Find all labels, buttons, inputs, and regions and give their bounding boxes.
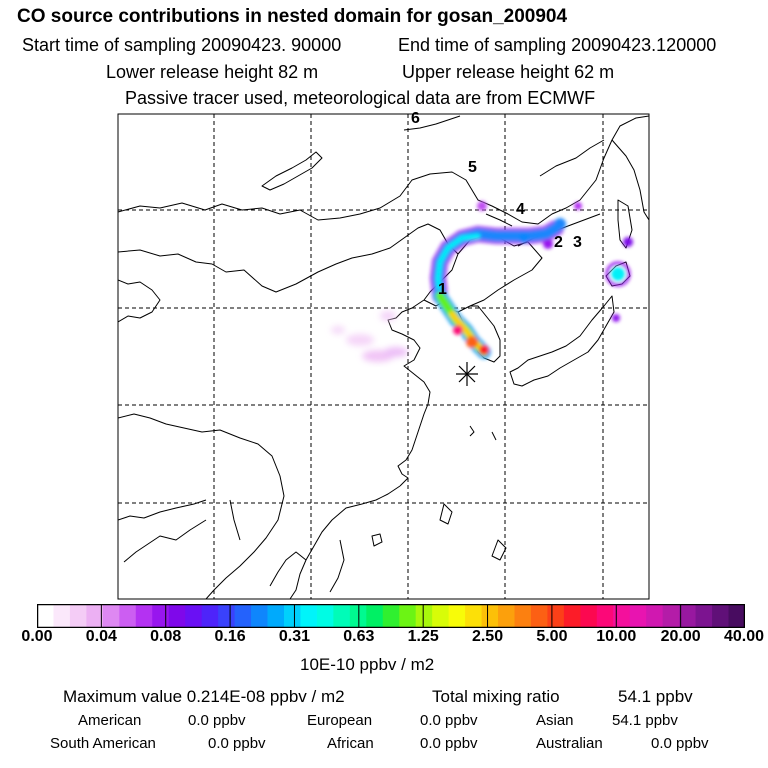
colorbar-tick-label: 0.16	[214, 628, 246, 645]
colorbar-swatch	[366, 604, 384, 628]
colorbar-swatch	[53, 604, 71, 628]
start-time-label: Start time of sampling 20090423. 90000	[22, 35, 342, 55]
colorbar-swatch	[399, 604, 417, 628]
region-australian-value: 0.0 ppbv	[651, 735, 709, 752]
colorbar-swatch	[514, 604, 532, 628]
colorbar-swatch	[267, 604, 285, 628]
colorbar-swatch	[646, 604, 664, 628]
total-mixing-label: Total mixing ratio	[432, 687, 560, 706]
colorbar-swatch	[218, 604, 236, 628]
colorbar-swatch	[481, 604, 499, 628]
colorbar-tick-label: 2.50	[471, 628, 504, 645]
colorbar-swatch	[465, 604, 483, 628]
colorbar-swatch	[185, 604, 203, 628]
max-value-label: Maximum value 0.214E-08 ppbv / m2	[63, 687, 345, 706]
colorbar-swatch	[135, 604, 153, 628]
colorbar-swatch	[563, 604, 581, 628]
colorbar-swatch	[102, 604, 120, 628]
receptor-marker	[456, 362, 478, 386]
region-south-american-value: 0.0 ppbv	[208, 735, 266, 752]
colorbar	[37, 604, 745, 628]
colorbar-swatch	[168, 604, 186, 628]
colorbar-swatch	[283, 604, 302, 628]
total-mixing-value: 54.1 ppbv	[618, 687, 693, 706]
colorbar-swatch	[530, 604, 549, 628]
colorbar-swatch	[580, 604, 598, 628]
colorbar-swatch	[662, 604, 680, 628]
colorbar-unit: 10E-10 ppbv / m2	[300, 655, 435, 674]
colorbar-swatch	[152, 604, 170, 628]
region-african-value: 0.0 ppbv	[420, 735, 478, 752]
colorbar-swatch	[415, 604, 433, 628]
colorbar-swatch	[695, 604, 713, 628]
colorbar-tick-label: 0.08	[150, 628, 182, 645]
colorbar-swatch	[119, 604, 137, 628]
colorbar-tick-label: 0.04	[85, 628, 117, 645]
colorbar-swatch	[251, 604, 269, 628]
colorbar-swatch	[679, 604, 697, 628]
colorbar-tick-label: 20.00	[660, 628, 701, 645]
region-south-american-name: South American	[50, 735, 156, 752]
colorbar-tick-label: 5.00	[536, 628, 568, 645]
colorbar-swatch	[69, 604, 87, 628]
colorbar-swatch	[596, 604, 614, 628]
colorbar-tick-label: 0.00	[21, 628, 53, 645]
colorbar-tick-label: 40.00	[723, 628, 765, 645]
region-australian-name: Australian	[536, 735, 603, 752]
colorbar-swatch	[333, 604, 351, 628]
colorbar-swatch	[382, 604, 400, 628]
colorbar-swatch	[86, 604, 104, 628]
colorbar-swatch	[613, 604, 631, 628]
colorbar-swatch	[37, 604, 55, 628]
trajectory-label-6: 6	[411, 110, 420, 127]
colorbar-tick-label: 1.25	[407, 628, 439, 645]
region-american-name: American	[78, 712, 142, 729]
colorbar-swatch	[316, 604, 334, 628]
region-european-name: European	[307, 712, 373, 729]
region-american-value: 0.0 ppbv	[188, 712, 246, 729]
end-time-label: End time of sampling 20090423.120000	[398, 35, 717, 55]
trajectory-label-3: 3	[573, 234, 582, 251]
colorbar-swatch	[629, 604, 647, 628]
colorbar-swatch	[448, 604, 466, 628]
concentration-plume	[331, 201, 633, 362]
region-asian-value: 54.1 ppbv	[612, 712, 678, 729]
trajectory-label-2: 2	[554, 234, 563, 251]
colorbar-swatch	[712, 604, 730, 628]
trajectory-label-5: 5	[468, 159, 477, 176]
chart-title: CO source contributions in nested domain…	[17, 6, 568, 27]
colorbar-tick-label: 10.00	[596, 628, 637, 645]
colorbar-swatch	[201, 604, 219, 628]
region-european-value: 0.0 ppbv	[420, 712, 478, 729]
region-asian-name: Asian	[536, 712, 574, 729]
map-frame	[117, 113, 650, 600]
colorbar-swatch	[498, 604, 516, 628]
tracer-note: Passive tracer used, meteorological data…	[125, 88, 596, 108]
region-african-name: African	[327, 735, 374, 752]
colorbar-swatch	[728, 604, 745, 628]
colorbar-swatch	[300, 604, 318, 628]
colorbar-swatch	[234, 604, 252, 628]
trajectory-label-1: 1	[438, 281, 447, 298]
upper-release-label: Upper release height 62 m	[402, 62, 615, 82]
colorbar-frame	[37, 604, 745, 628]
colorbar-tick-label: 0.63	[343, 628, 375, 645]
colorbar-swatch	[547, 604, 565, 628]
footprint-map: 1 2 3 4 5 6	[117, 110, 650, 600]
colorbar-swatch	[432, 604, 450, 628]
trajectory-label-4: 4	[516, 201, 525, 218]
lower-release-label: Lower release height 82 m	[106, 62, 319, 82]
colorbar-tick-label: 0.31	[278, 628, 311, 645]
